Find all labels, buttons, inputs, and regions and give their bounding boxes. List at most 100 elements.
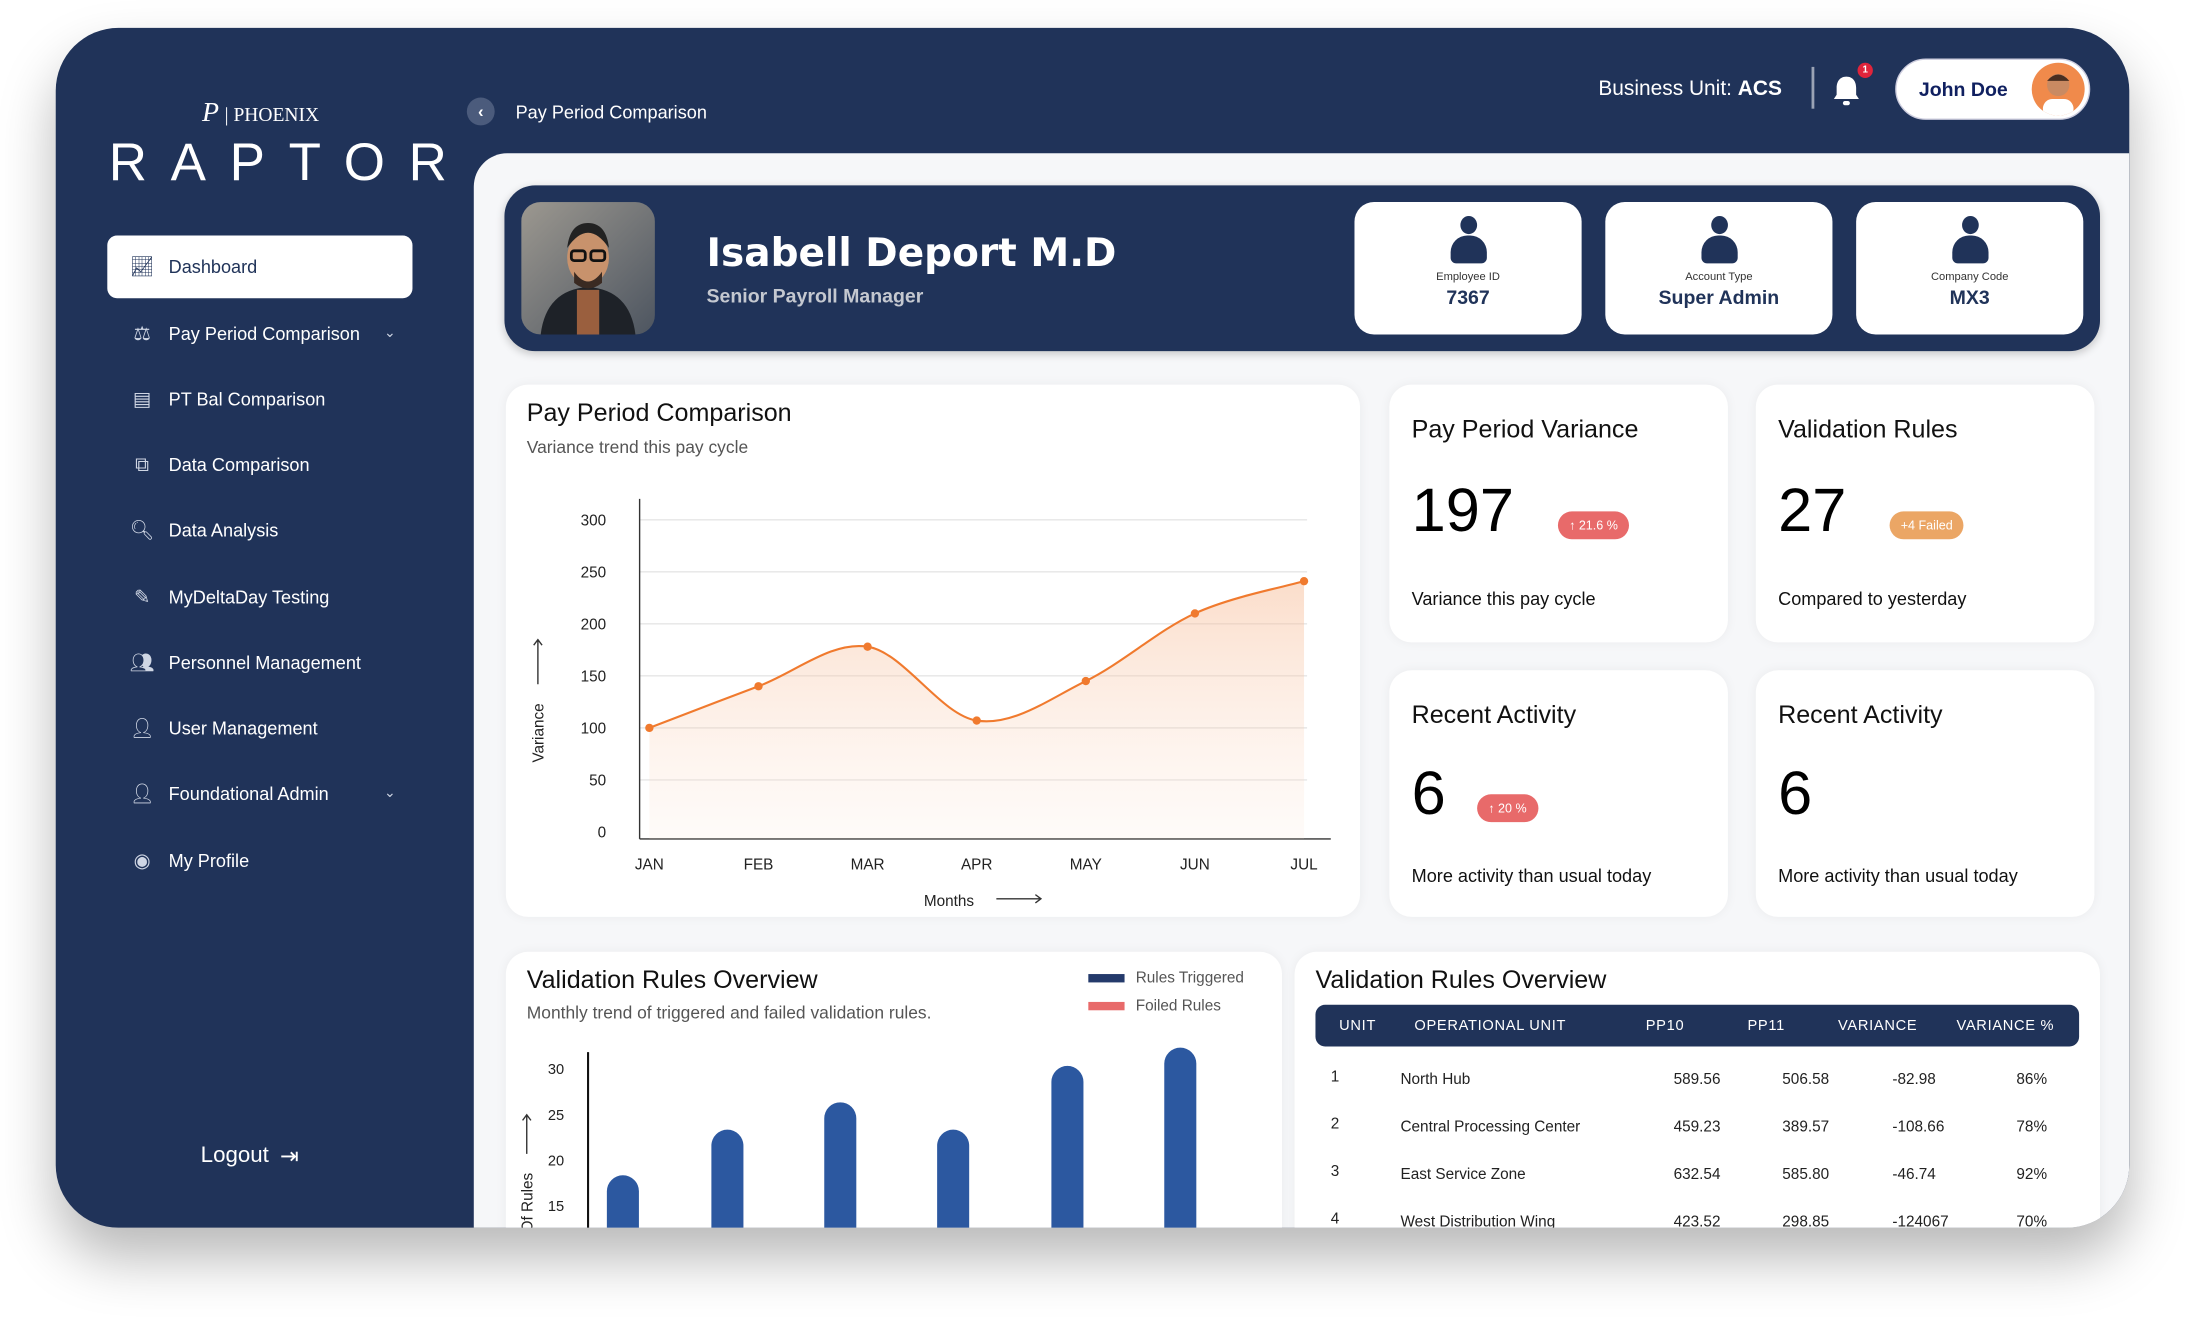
chart-title: Validation Rules Overview xyxy=(526,965,818,994)
x-axis-label: Months xyxy=(924,893,975,910)
column-header[interactable]: VARIANCE % xyxy=(1956,1017,2055,1034)
logout-button[interactable]: Logout ⇥ xyxy=(201,1143,299,1171)
phoenix-logo: P | PHOENIX xyxy=(202,97,320,129)
stat-card: Pay Period Variance 197 ↑ 21.6 % Variance … xyxy=(1389,384,1728,643)
testing-icon: ✎ xyxy=(133,585,151,608)
sidebar-item-label: Foundational Admin xyxy=(168,783,329,805)
chart-title: Pay Period Comparison xyxy=(526,398,792,427)
table-cell: 78% xyxy=(2016,1118,2048,1136)
arrow-right-icon xyxy=(996,894,1043,904)
chevron-down-icon[interactable]: ⌄ xyxy=(384,785,396,802)
legend-swatch xyxy=(1088,974,1125,983)
table-cell: 298.85 xyxy=(1782,1213,1830,1228)
table-cell: East Service Zone xyxy=(1400,1166,1526,1184)
table-title: Validation Rules Overview xyxy=(1315,965,1607,994)
company-name: PHOENIX xyxy=(233,105,320,127)
data-point xyxy=(1299,576,1309,586)
table-cell: -124067 xyxy=(1892,1213,1949,1228)
column-header[interactable]: PP10 xyxy=(1645,1017,1685,1034)
stat-description: More activity than usual today xyxy=(1411,865,1652,887)
header-divider xyxy=(1811,66,1815,109)
bar xyxy=(606,1175,639,1228)
ledger-icon: ▤ xyxy=(132,387,152,410)
data-point xyxy=(1190,609,1200,618)
profile-icon: ◉ xyxy=(133,848,151,871)
sidebar-item-label: Data Comparison xyxy=(168,454,310,476)
column-header[interactable]: VARIANCE xyxy=(1838,1017,1918,1034)
bell-icon[interactable] xyxy=(1831,74,1862,107)
chart-subtitle: Monthly trend of triggered and failed va… xyxy=(526,1003,932,1023)
logout-icon: ⇥ xyxy=(280,1145,299,1170)
app-window: P | PHOENIX RAPTOR 📈︎ Dashboard ⚖ Pay Period… xyxy=(55,27,2130,1228)
column-header[interactable]: OPERATIONAL UNIT xyxy=(1414,1017,1567,1034)
back-button[interactable]: ‹ xyxy=(466,97,495,126)
info-value: 7367 xyxy=(1446,285,1490,308)
sidebar-item-label: MyDeltaDay Testing xyxy=(168,586,330,608)
user-menu[interactable]: John Doe xyxy=(1895,58,2091,120)
data-point xyxy=(645,723,654,733)
sidebar-item-label: Dashboard xyxy=(168,256,258,278)
table-header: UNIT OPERATIONAL UNIT PP10 PP11 VARIANCE VARI… xyxy=(1315,1004,2080,1047)
table-cell: -46.74 xyxy=(1892,1166,1936,1184)
sidebar-item-pt-bal-comparison[interactable]: ▤ PT Bal Comparison xyxy=(107,368,412,431)
x-tick-label: APR xyxy=(961,857,992,874)
bar-chart-card: Validation Rules Overview Monthly trend … xyxy=(505,951,1283,1228)
stat-value: 197 xyxy=(1411,476,1514,545)
sidebar-item-user-management[interactable]: 👤︎ User Management xyxy=(107,697,412,760)
bar-chart: 15 20 25 30 Of Rules xyxy=(519,1047,1197,1228)
column-header[interactable]: PP11 xyxy=(1747,1017,1785,1034)
stat-card: Validation Rules 27 +4 Failed Compared to … xyxy=(1755,384,2095,643)
sidebar-item-foundational-admin[interactable]: 👤︎ Foundational Admin ⌄ xyxy=(107,762,412,825)
sidebar-item-data-comparison[interactable]: ⧉ Data Comparison xyxy=(107,433,412,496)
sidebar-item-dashboard[interactable]: 📈︎ Dashboard xyxy=(107,235,413,299)
sidebar-item-personnel-management[interactable]: 👥︎ Personnel Management xyxy=(107,631,412,694)
bar xyxy=(1164,1047,1197,1228)
validation-table-card: Validation Rules Overview UNIT OPERATIONA… xyxy=(1294,951,2101,1228)
stat-title: Recent Activity xyxy=(1411,700,1577,729)
profile-banner: Isabell Deport M.D Senior Payroll Manage… xyxy=(504,185,2101,352)
sidebar-item-data-analysis[interactable]: 🔍︎ Data Analysis xyxy=(107,499,412,562)
sidebar-item-pay-period-comparison[interactable]: ⚖ Pay Period Comparison ⌄ xyxy=(107,302,412,365)
table-cell: -108.66 xyxy=(1892,1118,1945,1136)
stat-card: Recent Activity 6 More activity than usua… xyxy=(1755,670,2095,917)
y-tick-label: 0 xyxy=(598,824,607,841)
stat-card: Recent Activity 6 ↑ 20 % More activity tha… xyxy=(1389,670,1728,917)
sidebar-item-label: My Profile xyxy=(168,850,250,871)
stat-description: More activity than usual today xyxy=(1778,865,2018,887)
stat-title: Recent Activity xyxy=(1778,700,1943,729)
y-axis-label: Of Rules xyxy=(519,1172,536,1227)
table-cell: 70% xyxy=(2016,1213,2048,1228)
legend-item: Foiled Rules xyxy=(1088,998,1221,1014)
stat-value: 6 xyxy=(1778,759,1813,828)
business-unit: Business Unit: ACS xyxy=(1598,77,1782,101)
bar xyxy=(711,1129,744,1228)
table-cell: 1 xyxy=(1330,1068,1340,1086)
x-tick-label: JUL xyxy=(1290,857,1317,874)
user-gear-icon xyxy=(1949,215,1991,266)
y-tick-label: 100 xyxy=(581,720,607,737)
bar xyxy=(937,1129,970,1228)
x-tick-label: MAY xyxy=(1070,857,1102,874)
y-tick-label: 50 xyxy=(589,772,606,789)
chevron-down-icon[interactable]: ⌄ xyxy=(384,326,396,342)
stat-description: Variance this pay cycle xyxy=(1411,588,1596,609)
notification-badge: 1 xyxy=(1857,62,1873,79)
sidebar-item-label: PT Bal Comparison xyxy=(168,388,326,410)
chart-line-icon: 📈︎ xyxy=(129,255,155,278)
column-header[interactable]: UNIT xyxy=(1339,1017,1377,1034)
x-tick-label: JUN xyxy=(1180,857,1210,874)
data-compare-icon: ⧉ xyxy=(135,452,150,476)
sidebar-item-mydeltaday-testing[interactable]: ✎ MyDeltaDay Testing xyxy=(107,566,412,629)
employee-id-card: Employee ID 7367 xyxy=(1354,202,1582,335)
y-tick-label: 25 xyxy=(548,1108,564,1124)
sidebar-item-my-profile[interactable]: ◉ My Profile xyxy=(107,829,412,892)
table-cell: 585.80 xyxy=(1782,1166,1830,1184)
bar xyxy=(824,1102,857,1228)
people-icon: 👥︎ xyxy=(129,650,155,674)
user-gear-icon: 👤︎ xyxy=(129,716,155,739)
y-tick-label: 200 xyxy=(581,616,607,633)
table-cell: 506.58 xyxy=(1782,1071,1830,1089)
avatar xyxy=(2031,62,2085,116)
table-cell: 4 xyxy=(1330,1210,1340,1228)
table-cell: 632.54 xyxy=(1673,1166,1721,1184)
